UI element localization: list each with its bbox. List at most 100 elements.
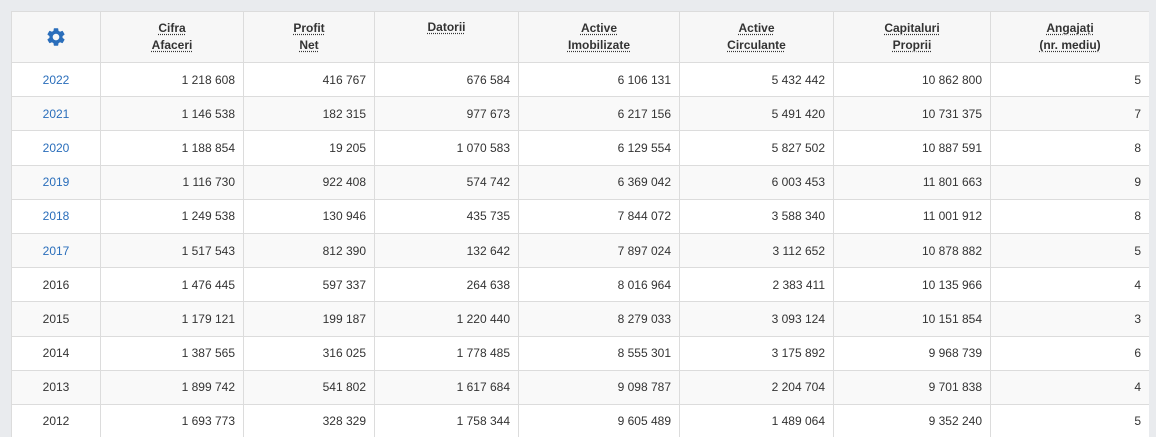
year-link[interactable]: 2021 <box>42 106 70 121</box>
cell-datorii: 574 742 <box>374 164 519 200</box>
year-link[interactable]: 2022 <box>42 72 70 87</box>
cell-active-circulante: 2 204 704 <box>679 369 834 405</box>
cell-angajati: 6 <box>990 335 1149 371</box>
cell-capitaluri-proprii: 10 731 375 <box>833 96 991 132</box>
cell-cifra-afaceri: 1 218 608 <box>100 61 244 98</box>
cell-active-imobilizate: 6 106 131 <box>518 61 680 98</box>
cell-active-imobilizate: 9 605 489 <box>518 403 680 437</box>
cell-angajati: 7 <box>990 96 1149 132</box>
year-cell: 2016 <box>11 267 101 303</box>
cell-profit-net: 812 390 <box>243 232 375 269</box>
cell-active-circulante: 3 093 124 <box>679 301 834 337</box>
cell-active-circulante: 5 432 442 <box>679 61 834 98</box>
header-angajati: Angajați (nr. mediu) <box>990 11 1149 63</box>
cell-profit-net: 19 205 <box>243 130 375 166</box>
cell-profit-net: 316 025 <box>243 335 375 371</box>
year-cell: 2021 <box>11 96 101 132</box>
cell-profit-net: 199 187 <box>243 301 375 337</box>
cell-capitaluri-proprii: 11 801 663 <box>833 164 991 200</box>
cell-angajati: 8 <box>990 198 1149 234</box>
cell-cifra-afaceri: 1 188 854 <box>100 130 244 166</box>
sort-link-active-circulante[interactable]: Active Circulante <box>727 21 786 52</box>
cell-cifra-afaceri: 1 116 730 <box>100 164 244 200</box>
cell-capitaluri-proprii: 10 862 800 <box>833 61 991 98</box>
cell-profit-net: 922 408 <box>243 164 375 200</box>
cell-cifra-afaceri: 1 693 773 <box>100 403 244 437</box>
cell-cifra-afaceri: 1 179 121 <box>100 301 244 337</box>
cell-datorii: 676 584 <box>374 61 519 98</box>
cell-active-imobilizate: 8 279 033 <box>518 301 680 337</box>
cell-angajati: 5 <box>990 232 1149 269</box>
gear-icon[interactable] <box>45 26 67 48</box>
sort-link-capitaluri-proprii[interactable]: Capitaluri Proprii <box>884 21 940 52</box>
table-row: 2014 1 387 565 316 025 1 778 485 8 555 301 3 … <box>11 335 1149 371</box>
cell-capitaluri-proprii: 9 968 739 <box>833 335 991 371</box>
cell-angajati: 9 <box>990 164 1149 200</box>
table-body: 2022 1 218 608 416 767 676 584 6 106 131 5 43… <box>11 61 1149 437</box>
table-row: 2019 1 116 730 922 408 574 742 6 369 042 6 00… <box>11 164 1149 200</box>
cell-datorii: 132 642 <box>374 232 519 269</box>
cell-capitaluri-proprii: 10 151 854 <box>833 301 991 337</box>
table-row: 2018 1 249 538 130 946 435 735 7 844 072 3 58… <box>11 198 1149 234</box>
year-cell: 2019 <box>11 164 101 200</box>
cell-capitaluri-proprii: 10 887 591 <box>833 130 991 166</box>
year-link[interactable]: 2020 <box>42 140 70 155</box>
cell-active-circulante: 1 489 064 <box>679 403 834 437</box>
year-link[interactable]: 2018 <box>42 209 70 224</box>
cell-active-circulante: 5 491 420 <box>679 96 834 132</box>
year-cell: 2020 <box>11 130 101 166</box>
cell-angajati: 3 <box>990 301 1149 337</box>
sort-link-angajati[interactable]: Angajați (nr. mediu) <box>1039 21 1101 52</box>
cell-cifra-afaceri: 1 387 565 <box>100 335 244 371</box>
cell-profit-net: 182 315 <box>243 96 375 132</box>
year-cell: 2018 <box>11 198 101 234</box>
cell-datorii: 1 070 583 <box>374 130 519 166</box>
cell-active-imobilizate: 8 555 301 <box>518 335 680 371</box>
cell-angajati: 5 <box>990 61 1149 98</box>
header-profit-net: Profit Net <box>243 11 375 63</box>
cell-datorii: 1 617 684 <box>374 369 519 405</box>
cell-angajati: 4 <box>990 267 1149 303</box>
cell-cifra-afaceri: 1 899 742 <box>100 369 244 405</box>
cell-active-imobilizate: 9 098 787 <box>518 369 680 405</box>
sort-link-cifra-afaceri[interactable]: Cifra Afaceri <box>151 21 193 52</box>
cell-angajati: 4 <box>990 369 1149 405</box>
table-row: 2022 1 218 608 416 767 676 584 6 106 131 5 43… <box>11 61 1149 98</box>
cell-cifra-afaceri: 1 249 538 <box>100 198 244 234</box>
cell-active-imobilizate: 8 016 964 <box>518 267 680 303</box>
sort-link-datorii[interactable]: Datorii <box>427 20 466 34</box>
table-row: 2015 1 179 121 199 187 1 220 440 8 279 033 3 … <box>11 301 1149 337</box>
cell-capitaluri-proprii: 10 135 966 <box>833 267 991 303</box>
year-cell: 2022 <box>11 61 101 98</box>
header-datorii: Datorii <box>374 11 519 63</box>
year-link[interactable]: 2017 <box>42 243 70 258</box>
table-row: 2013 1 899 742 541 802 1 617 684 9 098 787 2 … <box>11 369 1149 405</box>
cell-active-circulante: 5 827 502 <box>679 130 834 166</box>
cell-cifra-afaceri: 1 476 445 <box>100 267 244 303</box>
cell-capitaluri-proprii: 9 701 838 <box>833 369 991 405</box>
financial-data-table: Cifra Afaceri Profit Net Datorii Active Imo… <box>11 11 1149 437</box>
table-header-row: Cifra Afaceri Profit Net Datorii Active Imo… <box>11 11 1149 63</box>
table-row: 2016 1 476 445 597 337 264 638 8 016 964 2 38… <box>11 267 1149 303</box>
cell-datorii: 264 638 <box>374 267 519 303</box>
header-capitaluri-proprii: Capitaluri Proprii <box>833 11 991 63</box>
sort-link-profit-net[interactable]: Profit Net <box>293 21 325 52</box>
table-row: 2020 1 188 854 19 205 1 070 583 6 129 554 5 8… <box>11 130 1149 166</box>
table-row: 2012 1 693 773 328 329 1 758 344 9 605 489 1 … <box>11 403 1149 437</box>
cell-active-imobilizate: 6 369 042 <box>518 164 680 200</box>
cell-active-imobilizate: 6 129 554 <box>518 130 680 166</box>
sort-link-active-imobilizate[interactable]: Active Imobilizate <box>567 21 630 52</box>
cell-angajati: 5 <box>990 403 1149 437</box>
cell-profit-net: 328 329 <box>243 403 375 437</box>
cell-profit-net: 541 802 <box>243 369 375 405</box>
cell-capitaluri-proprii: 11 001 912 <box>833 198 991 234</box>
cell-capitaluri-proprii: 10 878 882 <box>833 232 991 269</box>
cell-datorii: 977 673 <box>374 96 519 132</box>
year-link[interactable]: 2019 <box>42 175 70 190</box>
table-row: 2017 1 517 543 812 390 132 642 7 897 024 3 11… <box>11 232 1149 269</box>
header-cifra-afaceri: Cifra Afaceri <box>100 11 244 63</box>
cell-active-imobilizate: 7 897 024 <box>518 232 680 269</box>
year-cell: 2014 <box>11 335 101 371</box>
cell-angajati: 8 <box>990 130 1149 166</box>
cell-active-circulante: 6 003 453 <box>679 164 834 200</box>
